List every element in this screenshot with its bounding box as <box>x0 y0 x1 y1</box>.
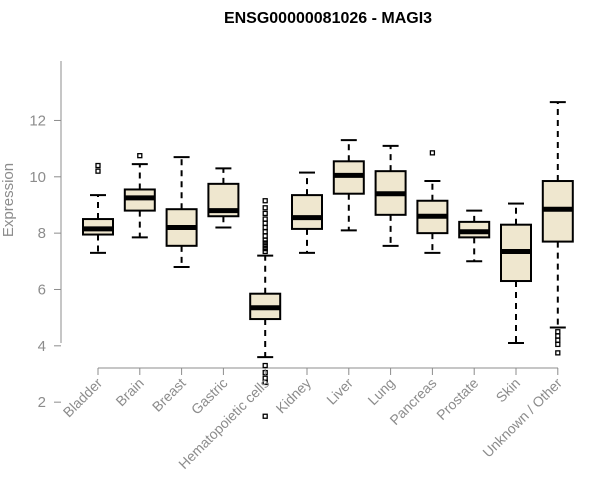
box-group <box>165 156 198 268</box>
outlier-point <box>555 337 561 343</box>
x-tick-label: Breast <box>149 375 189 415</box>
outlier-point <box>262 243 268 249</box>
outlier-point <box>137 153 143 159</box>
outlier-point <box>262 245 268 252</box>
outlier-point <box>555 341 561 348</box>
y-tick-label: 4 <box>38 338 46 355</box>
outlier-point <box>262 220 268 226</box>
box-group <box>123 153 156 239</box>
box-group <box>374 144 407 247</box>
outlier-point <box>95 162 101 169</box>
box-group <box>207 167 240 229</box>
box-group <box>541 101 574 356</box>
outlier-point <box>262 248 268 255</box>
outlier-point <box>262 233 268 239</box>
outlier-point <box>262 229 268 235</box>
x-tick-label: Brain <box>112 375 146 409</box>
outlier-point <box>262 210 268 217</box>
x-tick-label: Liver <box>323 375 356 408</box>
y-tick-label: 12 <box>29 112 46 129</box>
box-group <box>249 198 282 419</box>
chart-title: ENSG00000081026 - MAGI3 <box>224 10 432 27</box>
y-tick-label: 6 <box>38 281 46 298</box>
y-tick-label: 2 <box>38 394 46 411</box>
y-tick-label: 8 <box>38 225 46 242</box>
box-group <box>291 171 323 254</box>
outlier-point <box>95 168 101 174</box>
y-axis-ticks: 2 4 6 8 10 12 <box>29 112 61 411</box>
outlier-point <box>262 224 268 231</box>
x-tick-label: Skin <box>493 375 524 406</box>
outlier-point <box>262 379 268 386</box>
box <box>291 194 323 230</box>
outlier-point <box>555 350 561 356</box>
outlier-point <box>262 237 268 243</box>
y-axis-label: Expression <box>0 163 17 237</box>
box-group <box>458 209 491 263</box>
box-group <box>500 202 532 345</box>
outlier-point <box>262 240 268 246</box>
outlier-point <box>262 362 268 369</box>
box-group <box>416 150 449 254</box>
x-tick-label: Unknown / Other <box>479 375 565 461</box>
x-tick-label: Kidney <box>273 375 315 417</box>
boxes-layer <box>82 101 574 419</box>
outlier-point <box>262 205 268 211</box>
outlier-point <box>262 413 268 419</box>
x-tick-label: Prostate <box>433 375 481 423</box>
outlier-point <box>555 333 561 339</box>
outlier-point <box>262 216 268 222</box>
box-group <box>332 139 365 232</box>
x-tick-label: Lung <box>364 375 397 408</box>
y-tick-label: 10 <box>29 169 46 186</box>
outlier-point <box>429 150 436 156</box>
outlier-point <box>262 198 268 204</box>
outlier-point <box>555 329 561 335</box>
box-group <box>82 162 114 254</box>
x-tick-label: Bladder <box>60 375 106 421</box>
